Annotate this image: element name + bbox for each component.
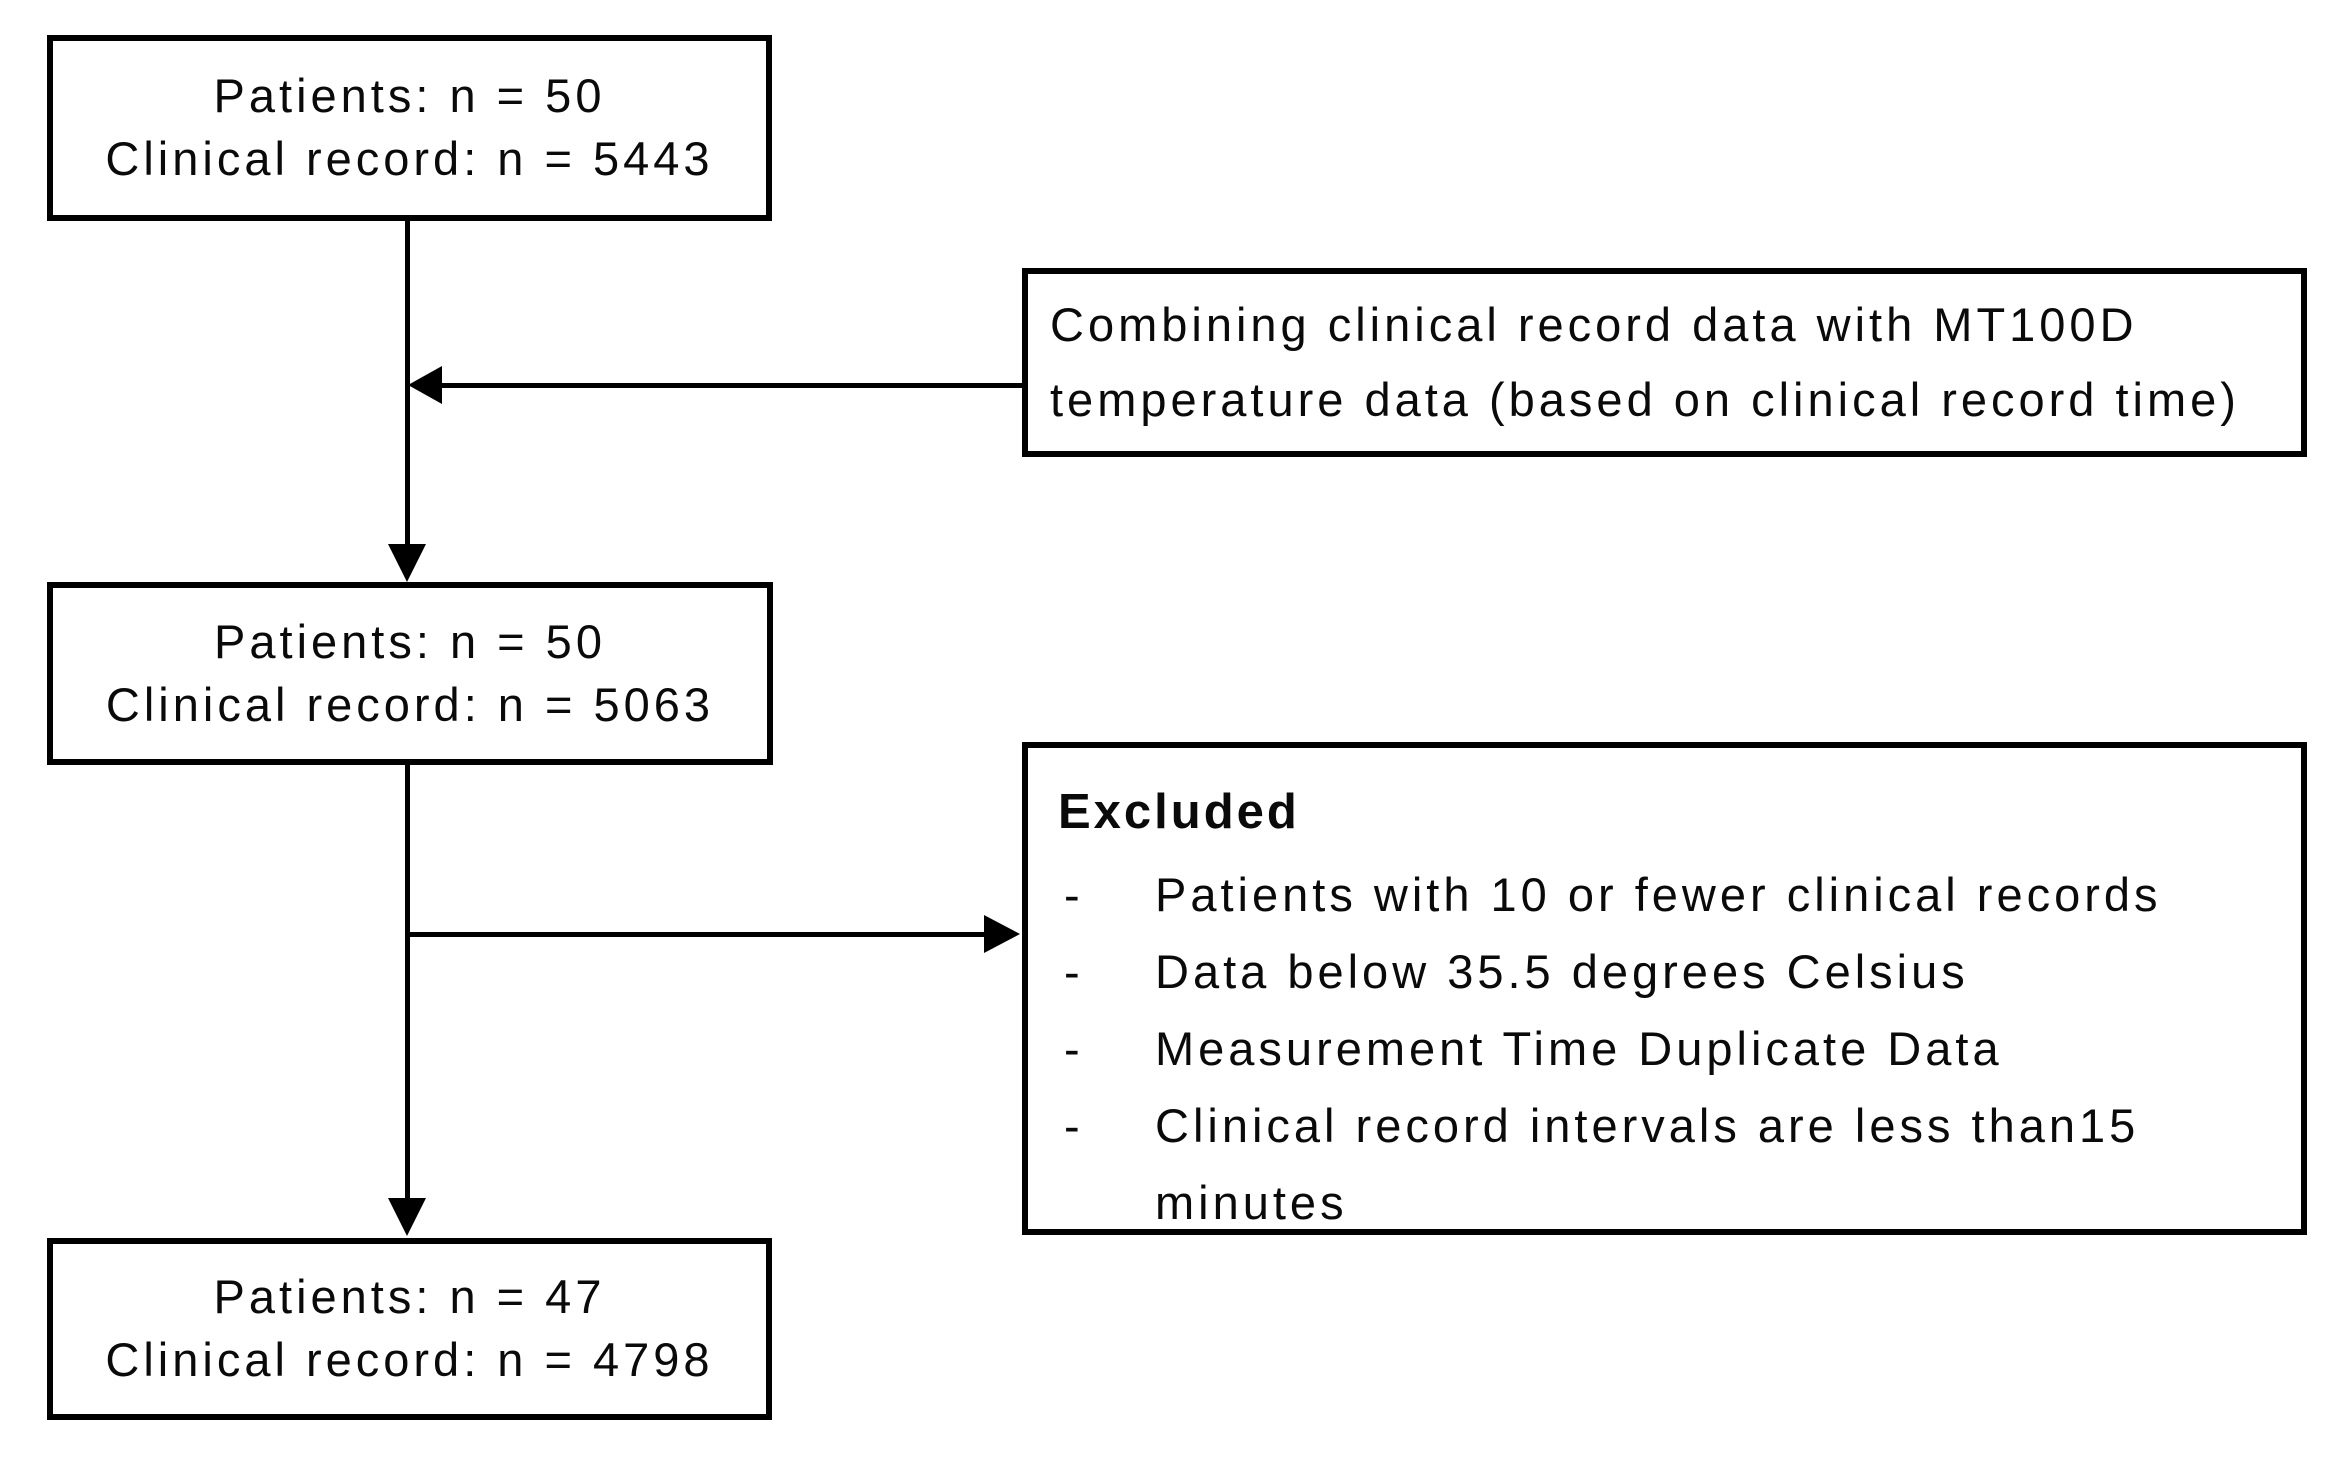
- excluded-item: - Measurement Time Duplicate Data: [1056, 1010, 2265, 1087]
- combining-note-box: Combining clinical record data with MT10…: [1022, 268, 2307, 457]
- bullet-dash: -: [1064, 945, 1084, 999]
- step2-line1: Patients: n = 50: [214, 614, 606, 668]
- connector-step2-step3: [405, 765, 410, 1198]
- excluded-item: - Patients with 10 or fewer clinical rec…: [1056, 856, 2265, 933]
- flow-box-step2: Patients: n = 50 Clinical record: n = 50…: [47, 582, 773, 765]
- excluded-item-text: Measurement Time Duplicate Data: [1155, 1022, 2003, 1076]
- arrowhead-left: [408, 366, 442, 404]
- excluded-item-text: Patients with 10 or fewer clinical recor…: [1155, 868, 2162, 921]
- step3-line1: Patients: n = 47: [213, 1270, 606, 1324]
- excluded-item: - Clinical record intervals are less tha…: [1056, 1087, 2265, 1241]
- excluded-item-text: Data below 35.5 degrees Celsius: [1155, 945, 1969, 999]
- step2-line2: Clinical record: n = 5063: [105, 677, 715, 731]
- connector-step1-step2: [405, 220, 410, 546]
- excluded-item: - Data below 35.5 degrees Celsius: [1056, 933, 2265, 1010]
- bullet-dash: -: [1064, 1099, 1084, 1153]
- excluded-box: Excluded - Patients with 10 or fewer cli…: [1022, 742, 2307, 1235]
- connector-note-to-flow: [438, 383, 1022, 388]
- connector-flow-to-excluded: [407, 932, 984, 937]
- flow-box-step1: Patients: n = 50 Clinical record: n = 54…: [47, 35, 772, 221]
- excluded-title: Excluded: [1058, 785, 1300, 839]
- step3-line2: Clinical record: n = 4798: [105, 1333, 714, 1386]
- excluded-item-text: Clinical record intervals are less than1…: [1155, 1099, 2140, 1230]
- bullet-dash: -: [1064, 868, 1084, 921]
- flow-box-step3: Patients: n = 47 Clinical record: n = 47…: [47, 1238, 772, 1420]
- arrowhead-down: [388, 1198, 426, 1236]
- step1-line1: Patients: n = 50: [213, 69, 606, 123]
- combining-note-text: Combining clinical record data with MT10…: [1050, 298, 2240, 426]
- step1-line2: Clinical record: n = 5443: [105, 132, 714, 185]
- arrowhead-down: [388, 544, 426, 582]
- arrowhead-right: [984, 915, 1020, 953]
- bullet-dash: -: [1064, 1022, 1084, 1076]
